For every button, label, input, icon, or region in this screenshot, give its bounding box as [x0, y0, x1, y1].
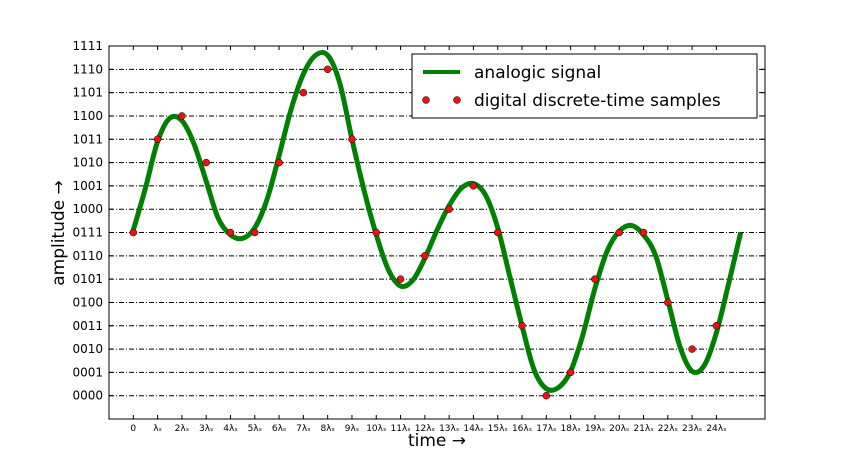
x-tick-label: 13λₛ	[439, 424, 459, 434]
x-tick-label: 10λₛ	[366, 424, 386, 434]
analogic-signal-line	[130, 49, 744, 393]
x-tick-label: 16λₛ	[512, 424, 532, 434]
x-tick-label: 6λₛ	[272, 424, 286, 434]
sample-point	[299, 88, 308, 97]
sample-point	[591, 275, 599, 283]
sample-point	[226, 228, 235, 237]
sample-point	[469, 182, 478, 190]
x-tick-label: 18λₛ	[561, 424, 581, 434]
x-tick-label: 14λₛ	[463, 424, 483, 434]
y-tick-label: 0001	[72, 365, 103, 379]
x-tick-label: 20λₛ	[609, 424, 629, 434]
x-tick-label: 0	[130, 424, 136, 434]
sample-point	[202, 158, 210, 167]
x-tick-label: 11λₛ	[390, 424, 410, 434]
sample-point	[445, 205, 453, 213]
plot-series	[129, 49, 744, 400]
y-tick-label: 1001	[72, 179, 103, 193]
sample-point	[615, 228, 623, 237]
sample-point	[178, 112, 186, 120]
sample-point	[396, 275, 405, 283]
x-tick-label: λₛ	[153, 424, 162, 434]
y-tick-label: 1011	[72, 132, 103, 146]
x-tick-label: 17λₛ	[536, 424, 556, 434]
sample-point	[518, 322, 526, 330]
x-tick-label: 22λₛ	[658, 424, 678, 434]
sample-point	[712, 322, 721, 330]
x-tick-label: 9λₛ	[345, 424, 359, 434]
legend-label-analogic-signal: analogic signal	[474, 63, 601, 83]
y-tick-label: 1111	[72, 39, 103, 53]
y-tick-label: 0010	[72, 342, 103, 356]
legend-marker-swatch	[422, 96, 430, 104]
y-tick-label: 0000	[72, 389, 103, 403]
sample-point	[275, 158, 283, 167]
x-tick-label: 3λₛ	[199, 424, 213, 434]
y-tick-label: 1110	[72, 62, 103, 76]
y-axis-label: amplitude →	[49, 180, 69, 286]
x-tick-label: 24λₛ	[706, 424, 726, 434]
legend-marker-swatch	[453, 96, 461, 104]
legend: analogic signal digital discrete-time sa…	[411, 53, 758, 119]
x-tick-label: 15λₛ	[488, 424, 508, 434]
x-tick-label: 2λₛ	[175, 424, 189, 434]
x-axis-ticks: 0 λₛ 2λₛ 3λₛ 4λₛ 5λₛ 6λₛ 7λₛ 8λₛ 9λₛ 10λₛ 11λₛ 12λₛ 1…	[130, 46, 726, 434]
sample-point	[323, 65, 332, 74]
x-tick-label: 21λₛ	[633, 424, 653, 434]
x-tick-label: 5λₛ	[248, 424, 262, 434]
x-axis-label: time →	[408, 431, 466, 451]
sample-point	[153, 135, 162, 143]
y-tick-label: 0011	[72, 319, 103, 333]
x-tick-label: 7λₛ	[296, 424, 310, 434]
sample-point	[372, 228, 381, 237]
legend-label-digital-samples: digital discrete-time samples	[474, 91, 721, 111]
x-tick-label: 23λₛ	[682, 424, 702, 434]
sample-point	[348, 135, 356, 143]
y-tick-label: 1010	[72, 156, 103, 170]
y-tick-label: 0110	[72, 249, 103, 263]
x-tick-label: 12λₛ	[415, 424, 435, 434]
sample-point	[129, 228, 138, 237]
sample-point	[251, 228, 259, 237]
y-tick-label: 1100	[72, 109, 103, 123]
y-tick-label: 0101	[72, 272, 103, 286]
y-tick-label: 1101	[72, 86, 103, 100]
x-tick-label: 4λₛ	[223, 424, 237, 434]
sample-point	[688, 345, 696, 353]
y-axis-ticks: 0000 0001 0010 0011 0100 0101 0110 0111 1000 1001…	[72, 39, 765, 403]
y-tick-label: 0111	[72, 226, 103, 240]
y-tick-label: 1000	[72, 202, 103, 216]
sample-point	[421, 252, 429, 260]
sample-point	[566, 368, 575, 377]
legend-box	[411, 53, 758, 119]
sample-point	[493, 228, 502, 237]
x-tick-label: 8λₛ	[320, 424, 334, 434]
sample-point	[542, 391, 551, 400]
x-tick-label: 19λₛ	[585, 424, 605, 434]
y-tick-label: 0100	[72, 295, 103, 309]
sample-point	[664, 298, 672, 307]
sample-point	[639, 228, 648, 237]
